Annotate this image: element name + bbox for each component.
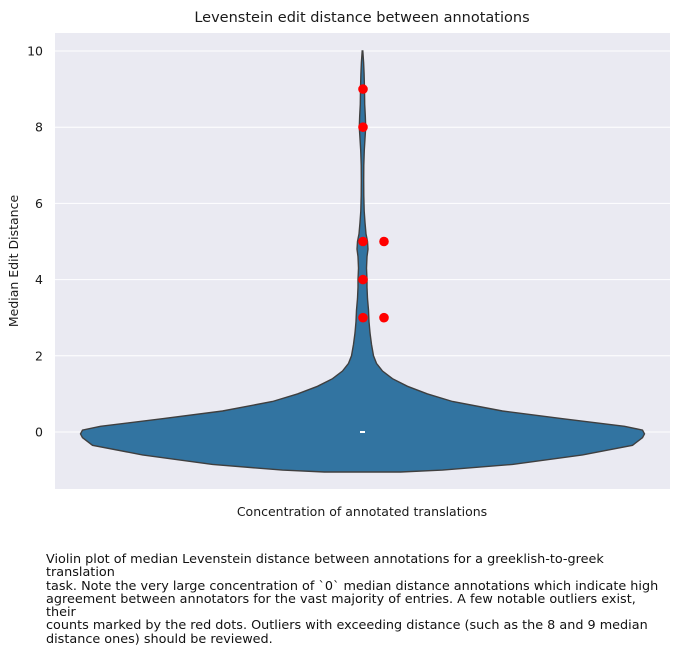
chart-title: Levenstein edit distance between annotat…	[194, 10, 529, 26]
outlier-dot	[358, 84, 368, 94]
y-tick-label: 0	[35, 425, 43, 440]
y-axis-label: Median Edit Distance	[6, 195, 21, 328]
x-axis-label: Concentration of annotated translations	[237, 504, 487, 519]
outlier-dot	[358, 236, 368, 247]
outlier-dot	[379, 312, 389, 323]
violin-chart: 0 2 4 6 8 10 Levenstein edit distance between…	[6, 10, 670, 519]
y-tick-label: 2	[35, 348, 43, 363]
y-tick-label: 10	[27, 44, 43, 59]
outlier-dot	[358, 274, 368, 285]
y-tick-label: 4	[35, 272, 43, 287]
outlier-dot	[358, 122, 368, 132]
outlier-dot	[358, 312, 368, 323]
outlier-dots	[358, 84, 389, 323]
y-tick-label: 8	[35, 120, 43, 135]
outlier-dot	[379, 236, 389, 247]
y-tick-label: 6	[35, 196, 43, 211]
y-tick-labels: 0 2 4 6 8 10	[27, 44, 43, 440]
violin-body	[79, 50, 646, 473]
figure-caption: Violin plot of median Levenstein distanc…	[46, 552, 659, 647]
